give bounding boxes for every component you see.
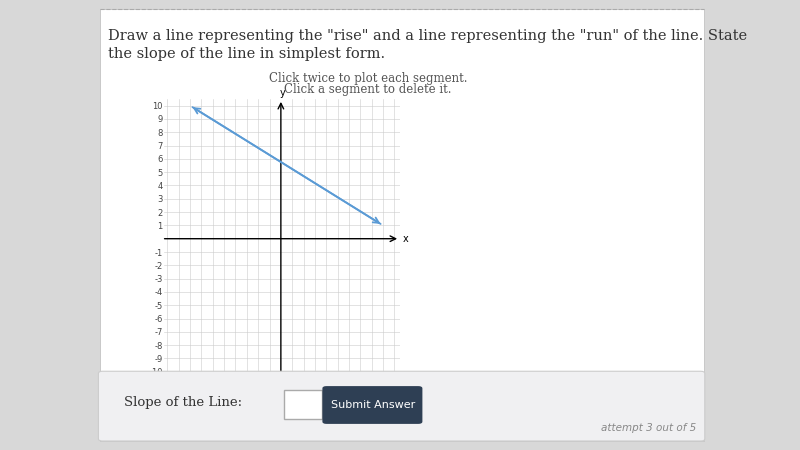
Text: Submit Answer: Submit Answer: [330, 400, 415, 410]
Text: the slope of the line in simplest form.: the slope of the line in simplest form.: [108, 47, 385, 61]
Text: Slope of the Line:: Slope of the Line:: [124, 396, 242, 409]
Text: y: y: [280, 88, 286, 98]
Text: Draw a line representing the "rise" and a line representing the "run" of the lin: Draw a line representing the "rise" and …: [108, 29, 747, 43]
Text: x: x: [402, 234, 408, 244]
Text: Click a segment to delete it.: Click a segment to delete it.: [284, 83, 452, 96]
Text: Click twice to plot each segment.: Click twice to plot each segment.: [269, 72, 467, 85]
Text: attempt 3 out of 5: attempt 3 out of 5: [601, 423, 696, 433]
